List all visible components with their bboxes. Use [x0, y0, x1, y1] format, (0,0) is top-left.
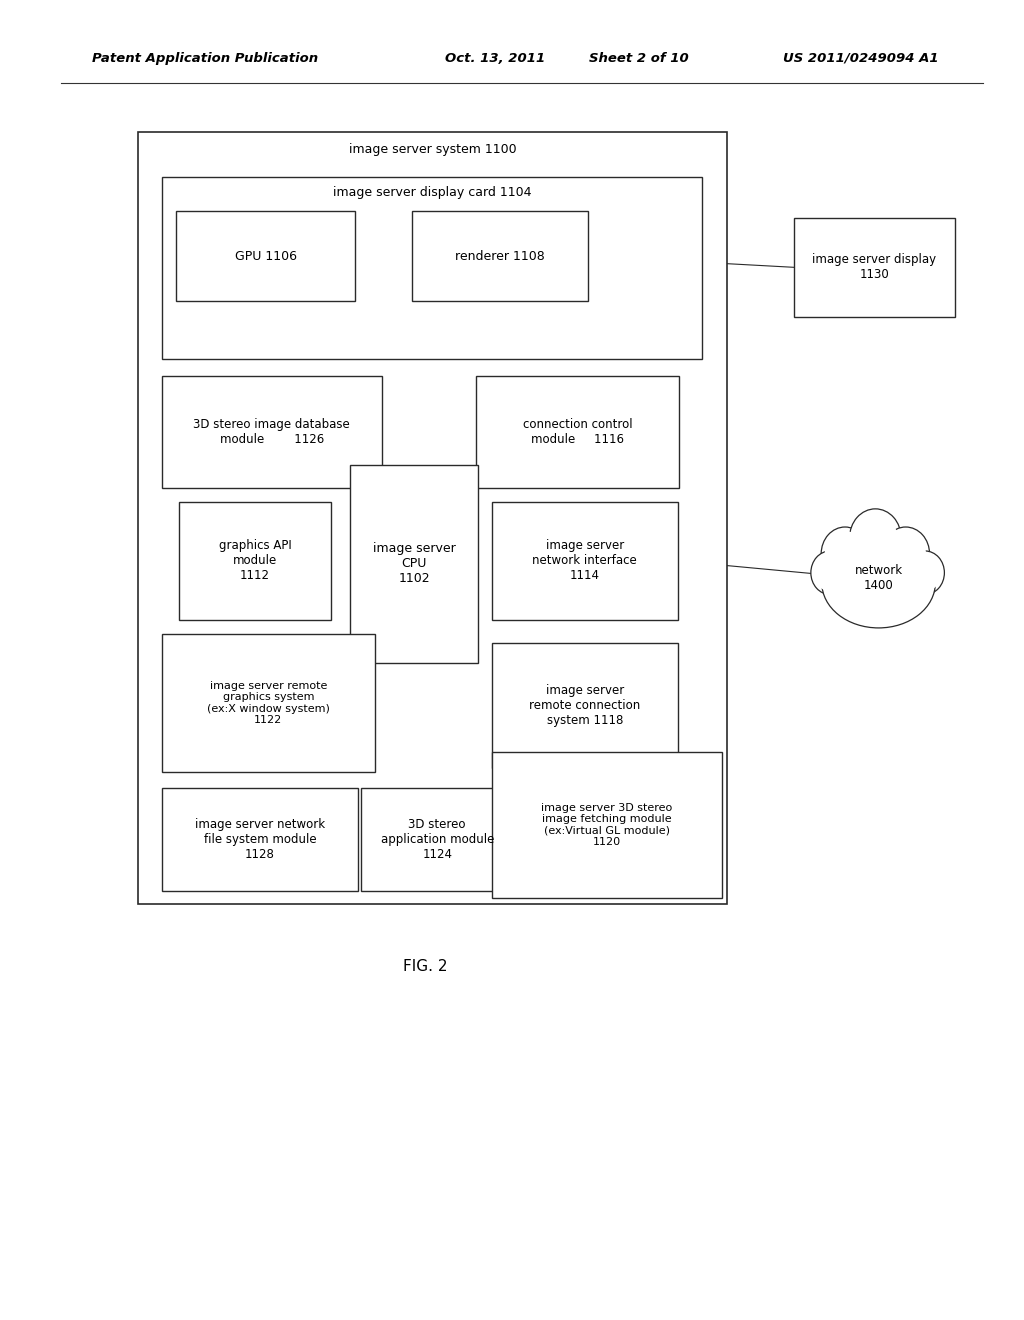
Text: image server remote
graphics system
(ex:X window system)
1122: image server remote graphics system (ex:… [207, 681, 330, 725]
Bar [162, 634, 375, 772]
Text: 3D stereo
application module
1124: 3D stereo application module 1124 [381, 818, 494, 861]
Bar [412, 211, 588, 301]
Bar [350, 465, 478, 663]
Bar [492, 643, 678, 768]
Text: graphics API
module
1112: graphics API module 1112 [218, 540, 292, 582]
Ellipse shape [905, 550, 944, 594]
Text: Sheet 2 of 10: Sheet 2 of 10 [589, 51, 688, 65]
Ellipse shape [824, 531, 865, 577]
Bar [794, 218, 955, 317]
Bar [361, 788, 513, 891]
Bar [492, 752, 722, 898]
Text: image server system 1100: image server system 1100 [349, 143, 516, 156]
Text: connection control
module     1116: connection control module 1116 [522, 418, 633, 446]
Ellipse shape [882, 527, 930, 581]
Text: image server
network interface
1114: image server network interface 1114 [532, 540, 637, 582]
Text: FIG. 2: FIG. 2 [402, 958, 447, 974]
Text: renderer 1108: renderer 1108 [455, 249, 545, 263]
Text: image server display card 1104: image server display card 1104 [333, 186, 531, 199]
Bar [162, 788, 358, 891]
Bar [162, 376, 382, 488]
Text: image server 3D stereo
image fetching module
(ex:Virtual GL module)
1120: image server 3D stereo image fetching mo… [541, 803, 673, 847]
Text: GPU 1106: GPU 1106 [234, 249, 297, 263]
Bar [179, 502, 331, 620]
Bar [476, 376, 679, 488]
Ellipse shape [886, 531, 926, 577]
Bar [176, 211, 355, 301]
Ellipse shape [814, 554, 847, 591]
Ellipse shape [827, 543, 930, 623]
Bar [138, 132, 727, 904]
Text: image server display
1130: image server display 1130 [812, 253, 937, 281]
Text: Patent Application Publication: Patent Application Publication [92, 51, 318, 65]
Ellipse shape [822, 539, 935, 628]
Text: image server network
file system module
1128: image server network file system module … [195, 818, 326, 861]
Ellipse shape [811, 550, 850, 594]
Ellipse shape [850, 510, 901, 568]
Text: Oct. 13, 2011: Oct. 13, 2011 [445, 51, 546, 65]
Bar [492, 502, 678, 620]
Ellipse shape [821, 527, 869, 581]
Ellipse shape [853, 513, 897, 562]
Text: 3D stereo image database
module        1126: 3D stereo image database module 1126 [194, 418, 350, 446]
Text: US 2011/0249094 A1: US 2011/0249094 A1 [783, 51, 939, 65]
Bar [162, 177, 702, 359]
Ellipse shape [908, 554, 941, 591]
Text: image server
remote connection
system 1118: image server remote connection system 11… [529, 684, 640, 727]
Text: image server
CPU
1102: image server CPU 1102 [373, 543, 456, 585]
Text: network
1400: network 1400 [855, 564, 902, 591]
